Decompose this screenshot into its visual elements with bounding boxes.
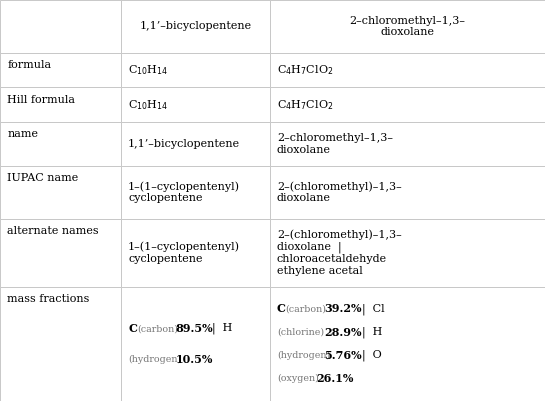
- Text: 28.9%: 28.9%: [324, 327, 362, 338]
- Bar: [270, 0, 545, 53]
- Text: (chlorine): (chlorine): [277, 328, 324, 337]
- Text: |  H: | H: [205, 323, 233, 334]
- Text: C$_4$H$_7$ClO$_2$: C$_4$H$_7$ClO$_2$: [277, 98, 333, 111]
- Bar: [121, 219, 270, 287]
- Text: 1–(1–cyclopentenyl)
cyclopentene: 1–(1–cyclopentenyl) cyclopentene: [128, 241, 240, 264]
- Bar: [0, 287, 121, 401]
- Text: C$_{10}$H$_{14}$: C$_{10}$H$_{14}$: [128, 98, 168, 111]
- Text: 10.5%: 10.5%: [175, 354, 213, 365]
- Text: Hill formula: Hill formula: [7, 95, 75, 105]
- Text: 89.5%: 89.5%: [175, 323, 213, 334]
- Bar: [0, 87, 121, 122]
- Text: IUPAC name: IUPAC name: [7, 173, 78, 183]
- Bar: [121, 53, 270, 87]
- Bar: [0, 219, 121, 287]
- Text: C$_{10}$H$_{14}$: C$_{10}$H$_{14}$: [128, 63, 168, 77]
- Text: (hydrogen): (hydrogen): [128, 354, 181, 364]
- Bar: [270, 287, 545, 401]
- Bar: [0, 166, 121, 219]
- Text: 2–chloromethyl–1,3–
dioxolane: 2–chloromethyl–1,3– dioxolane: [349, 16, 465, 37]
- Text: 2–(chloromethyl)–1,3–
dioxolane: 2–(chloromethyl)–1,3– dioxolane: [277, 181, 402, 203]
- Text: formula: formula: [7, 60, 51, 70]
- Bar: [121, 287, 270, 401]
- Text: 1,1’–bicyclopentene: 1,1’–bicyclopentene: [128, 139, 240, 149]
- Text: C: C: [128, 323, 137, 334]
- Text: |  Cl: | Cl: [355, 303, 384, 315]
- Text: 2–chloromethyl–1,3–
dioxolane: 2–chloromethyl–1,3– dioxolane: [277, 133, 393, 154]
- Text: 1,1’–bicyclopentene: 1,1’–bicyclopentene: [140, 22, 251, 31]
- Text: alternate names: alternate names: [7, 226, 99, 236]
- Bar: [121, 87, 270, 122]
- Text: (carbon): (carbon): [286, 304, 326, 314]
- Bar: [270, 53, 545, 87]
- Bar: [121, 166, 270, 219]
- Bar: [270, 122, 545, 166]
- Text: (hydrogen): (hydrogen): [277, 351, 330, 360]
- Text: name: name: [7, 129, 38, 139]
- Text: (oxygen): (oxygen): [277, 374, 319, 383]
- Text: 39.2%: 39.2%: [324, 304, 362, 314]
- Text: C$_4$H$_7$ClO$_2$: C$_4$H$_7$ClO$_2$: [277, 63, 333, 77]
- Text: 26.1%: 26.1%: [317, 373, 354, 384]
- Text: 2–(chloromethyl)–1,3–
dioxolane  |
chloroacetaldehyde
ethylene acetal: 2–(chloromethyl)–1,3– dioxolane | chloro…: [277, 229, 402, 276]
- Bar: [0, 122, 121, 166]
- Text: |  O: | O: [355, 350, 382, 361]
- Text: 1–(1–cyclopentenyl)
cyclopentene: 1–(1–cyclopentenyl) cyclopentene: [128, 181, 240, 203]
- Bar: [270, 87, 545, 122]
- Bar: [270, 219, 545, 287]
- Bar: [0, 0, 121, 53]
- Text: |  H: | H: [355, 326, 382, 338]
- Text: mass fractions: mass fractions: [7, 294, 89, 304]
- Text: 5.76%: 5.76%: [324, 350, 362, 361]
- Bar: [0, 53, 121, 87]
- Text: (carbon): (carbon): [137, 324, 178, 333]
- Bar: [121, 122, 270, 166]
- Bar: [270, 166, 545, 219]
- Bar: [121, 0, 270, 53]
- Text: C: C: [277, 304, 286, 314]
